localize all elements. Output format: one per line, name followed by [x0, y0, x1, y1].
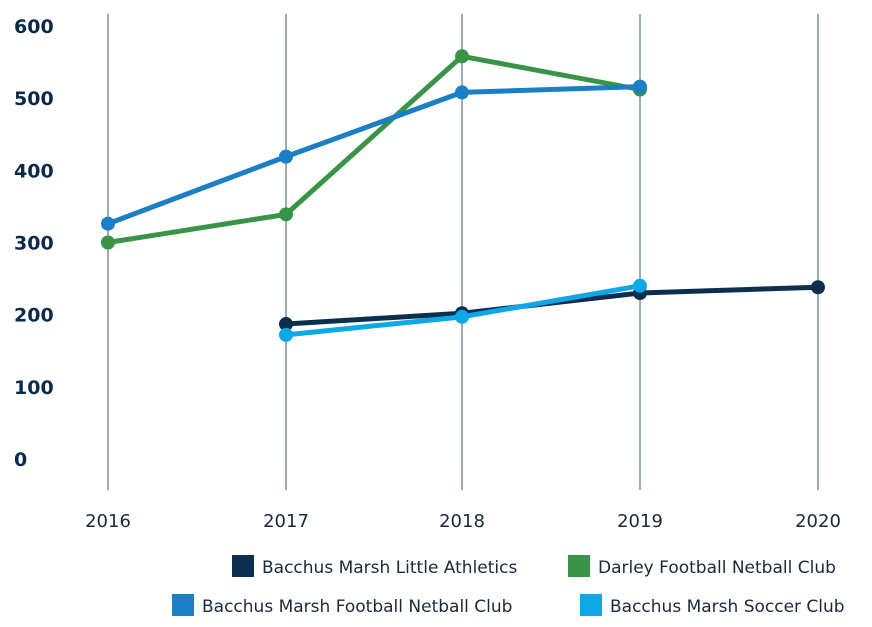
data-point [455, 309, 469, 324]
x-tick-label: 2016 [85, 511, 131, 532]
legend-item: Bacchus Marsh Soccer Club [580, 594, 845, 617]
x-tick-label: 2018 [439, 511, 485, 532]
data-point [101, 235, 115, 250]
legend-item: Bacchus Marsh Little Athletics [232, 555, 517, 578]
series-lines [101, 49, 825, 342]
data-point [279, 327, 293, 342]
x-axis: 2016 2017 2018 2019 2020 [85, 511, 841, 532]
data-point [279, 149, 293, 164]
data-point [101, 216, 115, 231]
legend-label: Bacchus Marsh Soccer Club [610, 597, 845, 617]
x-tick-label: 2020 [795, 511, 841, 532]
data-point [455, 85, 469, 100]
x-tick-label: 2019 [617, 511, 663, 532]
x-tick-label: 2017 [263, 511, 309, 532]
legend-swatch [172, 594, 194, 616]
legend-swatch [580, 594, 602, 616]
gridlines [107, 14, 819, 490]
data-point [633, 79, 647, 94]
legend-label: Darley Football Netball Club [598, 558, 836, 578]
legend-item: Darley Football Netball Club [568, 555, 836, 578]
y-tick-label: 200 [14, 305, 54, 327]
series-3 [101, 79, 647, 231]
series-2 [101, 49, 647, 250]
data-point [279, 207, 293, 222]
series-line [105, 84, 643, 227]
data-point [633, 278, 647, 293]
y-axis: 0 100 200 300 400 500 600 [14, 16, 54, 471]
y-tick-label: 100 [14, 377, 54, 399]
legend-swatch [568, 555, 590, 577]
series-4 [279, 278, 647, 342]
series-line [105, 53, 643, 245]
y-tick-label: 300 [14, 233, 54, 255]
series-line [283, 284, 821, 327]
legend: Bacchus Marsh Little Athletics Darley Foo… [172, 555, 845, 617]
data-point [455, 49, 469, 64]
legend-label: Bacchus Marsh Football Netball Club [202, 597, 512, 617]
data-point [279, 317, 293, 332]
data-point [811, 280, 825, 295]
legend-item: Bacchus Marsh Football Netball Club [172, 594, 512, 617]
series-1 [279, 280, 825, 332]
y-tick-label: 400 [14, 160, 54, 182]
y-tick-label: 500 [14, 88, 54, 110]
legend-swatch [232, 555, 254, 577]
legend-label: Bacchus Marsh Little Athletics [262, 558, 517, 578]
y-tick-label: 600 [14, 16, 54, 38]
y-tick-label: 0 [14, 449, 27, 471]
